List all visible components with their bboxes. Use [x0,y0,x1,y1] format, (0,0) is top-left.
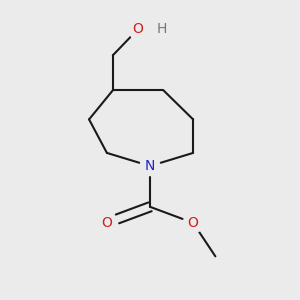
Text: N: N [145,159,155,173]
Text: O: O [133,22,143,36]
Text: O: O [188,216,199,230]
Text: H: H [157,22,167,36]
Text: O: O [101,216,112,230]
